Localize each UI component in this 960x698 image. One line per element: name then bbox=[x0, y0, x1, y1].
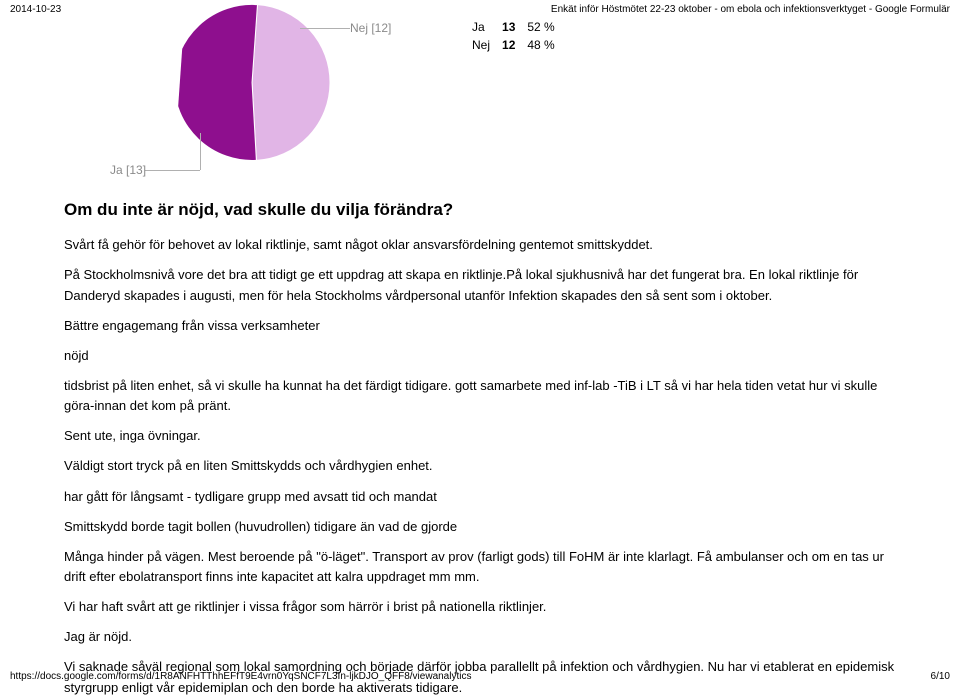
legend-pct: 52 % bbox=[527, 19, 564, 35]
leader-line-ja-h bbox=[145, 170, 200, 171]
header-date: 2014-10-23 bbox=[10, 4, 61, 15]
footer-pagenum: 6/10 bbox=[931, 671, 950, 682]
legend-count: 12 bbox=[502, 37, 525, 53]
legend-table: Ja 13 52 % Nej 12 48 % bbox=[470, 17, 567, 55]
response-item: Jag är nöjd. bbox=[64, 627, 896, 647]
callout-nej: Nej [12] bbox=[350, 21, 391, 35]
legend-label: Nej bbox=[472, 37, 500, 53]
legend-pct: 48 % bbox=[527, 37, 564, 53]
response-item: Vi har haft svårt att ge riktlinjer i vi… bbox=[64, 597, 896, 617]
callout-ja: Ja [13] bbox=[110, 163, 146, 177]
content-area: Om du inte är nöjd, vad skulle du vilja … bbox=[0, 197, 960, 698]
response-item: har gått för långsamt - tydligare grupp … bbox=[64, 487, 896, 507]
response-item: På Stockholmsnivå vore det bra att tidig… bbox=[64, 265, 896, 305]
header-title: Enkät inför Höstmötet 22-23 oktober - om… bbox=[551, 4, 950, 15]
leader-line-ja-v bbox=[200, 133, 201, 170]
leader-line-nej bbox=[300, 28, 350, 29]
response-item: Många hinder på vägen. Mest beroende på … bbox=[64, 547, 896, 587]
response-item: Bättre engagemang från vissa verksamhete… bbox=[64, 316, 896, 336]
response-item: Väldigt stort tryck på en liten Smittsky… bbox=[64, 456, 896, 476]
question-title: Om du inte är nöjd, vad skulle du vilja … bbox=[64, 197, 896, 223]
response-item: Svårt få gehör för behovet av lokal rikt… bbox=[64, 235, 896, 255]
response-item: Smittskydd borde tagit bollen (huvudroll… bbox=[64, 517, 896, 537]
pie-chart-area: Nej [12] Ja [13] Ja 13 52 % Nej 12 48 % bbox=[0, 15, 960, 185]
response-item: tidsbrist på liten enhet, så vi skulle h… bbox=[64, 376, 896, 416]
footer-url: https://docs.google.com/forms/d/1R8ANFHT… bbox=[10, 671, 471, 682]
legend-count: 13 bbox=[502, 19, 525, 35]
response-item: nöjd bbox=[64, 346, 896, 366]
response-item: Sent ute, inga övningar. bbox=[64, 426, 896, 446]
legend-row: Ja 13 52 % bbox=[472, 19, 565, 35]
legend-row: Nej 12 48 % bbox=[472, 37, 565, 53]
responses-list: Svårt få gehör för behovet av lokal rikt… bbox=[64, 235, 896, 697]
legend-label: Ja bbox=[472, 19, 500, 35]
